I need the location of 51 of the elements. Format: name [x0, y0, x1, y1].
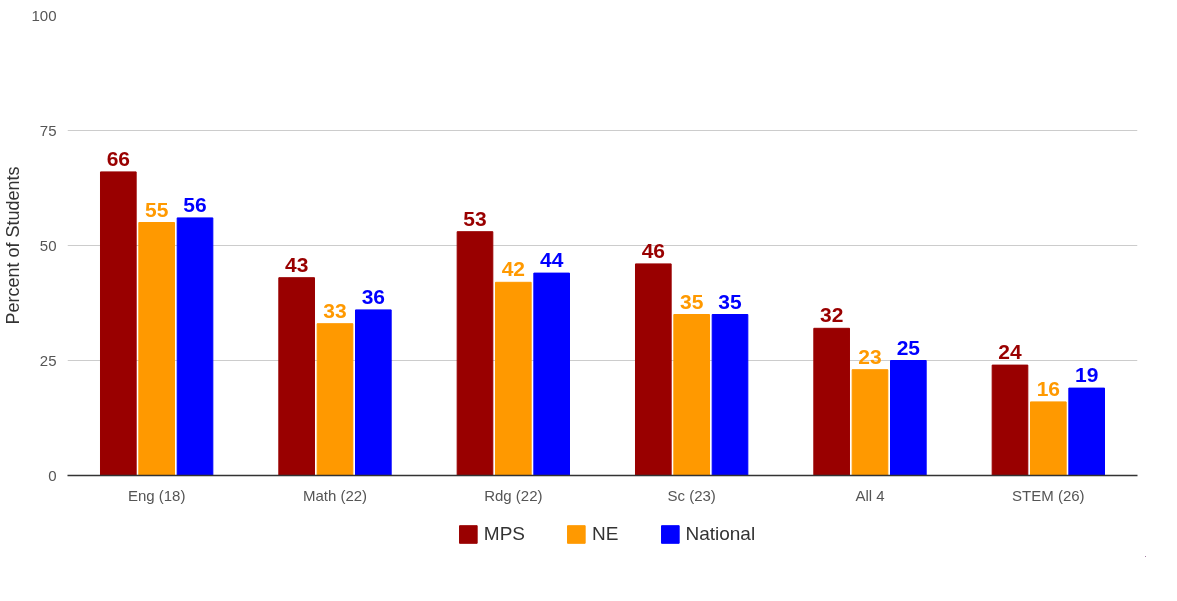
- bar: [176, 217, 214, 476]
- x-tick-label: STEM (26): [1012, 486, 1085, 504]
- y-axis-title: Percent of Students: [3, 166, 24, 325]
- data-label: 56: [183, 192, 207, 216]
- bar: [355, 309, 392, 476]
- bar: [991, 364, 1029, 476]
- y-tick-label: 50: [39, 236, 57, 254]
- bar: [890, 360, 927, 476]
- data-label: 35: [679, 289, 704, 313]
- data-label: 36: [361, 284, 386, 308]
- bar: [673, 314, 710, 476]
- data-label: 55: [144, 197, 169, 221]
- data-label: 16: [1036, 376, 1061, 400]
- x-tick-label: Eng (18): [127, 486, 186, 504]
- legend-label: NE: [592, 522, 619, 545]
- bar: [634, 263, 672, 476]
- data-label: 35: [718, 289, 743, 313]
- bar: [99, 171, 137, 476]
- data-label: 24: [998, 340, 1022, 364]
- x-tick-label: Rdg (22): [484, 486, 543, 504]
- data-label: 32: [819, 303, 844, 327]
- data-label: 46: [641, 238, 666, 262]
- bar: [495, 281, 532, 476]
- data-label: 25: [896, 335, 921, 359]
- x-tick-label: Sc (23): [667, 486, 716, 504]
- bar: [711, 314, 749, 476]
- bar: [851, 369, 889, 476]
- bar: [278, 277, 315, 476]
- legend-label: MPS: [483, 522, 526, 545]
- y-tick-label: 25: [39, 351, 57, 369]
- bar: [456, 231, 494, 476]
- y-tick-label: 75: [39, 121, 57, 139]
- bar: [138, 222, 175, 476]
- bar: [1068, 387, 1106, 476]
- x-tick-label: Math (22): [302, 486, 368, 504]
- bar: [813, 327, 850, 476]
- data-label: 23: [858, 344, 882, 368]
- y-tick-label: 100: [31, 6, 57, 24]
- legend-label: National: [685, 522, 756, 545]
- data-label: 33: [323, 298, 347, 322]
- data-label: 44: [540, 248, 564, 272]
- bar: [533, 272, 571, 476]
- data-label: 42: [501, 257, 526, 281]
- y-tick-label: 0: [48, 466, 57, 484]
- bar: [1030, 401, 1067, 476]
- data-label: 19: [1075, 363, 1099, 387]
- x-tick-label: All 4: [855, 486, 885, 504]
- bar: [316, 323, 354, 476]
- data-label: 43: [284, 252, 309, 276]
- data-label: 53: [463, 206, 487, 230]
- data-label: 66: [106, 146, 131, 170]
